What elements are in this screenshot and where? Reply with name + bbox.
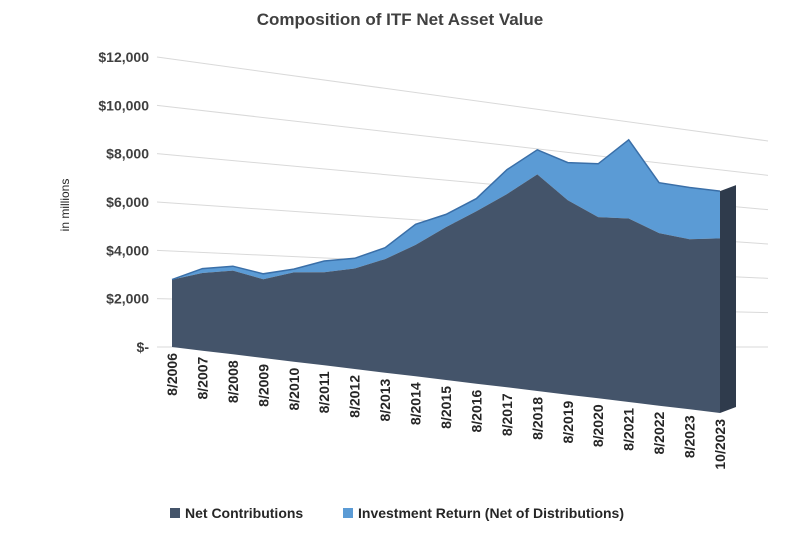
- plot-areas: [171, 138, 736, 413]
- legend: Net Contributions Investment Return (Net…: [170, 505, 624, 521]
- x-axis-ticks: 8/2006 8/2007 8/2008 8/2009 8/2010 8/2011 8/20…: [164, 353, 728, 470]
- x-tick-label: 8/2020: [590, 404, 606, 447]
- x-tick-label: 8/2008: [225, 360, 241, 403]
- y-axis-label: in millions: [58, 179, 72, 232]
- gridline: [156, 56, 769, 142]
- y-tick-label: $6,000: [106, 194, 149, 210]
- legend-label-net-contributions: Net Contributions: [185, 505, 303, 521]
- x-tick-label: 8/2009: [255, 364, 271, 407]
- legend-swatch-investment-return: [343, 508, 353, 518]
- y-tick-label: $8,000: [106, 146, 149, 162]
- area-investment-return: [172, 139, 720, 280]
- x-tick-label: 8/2022: [651, 411, 667, 454]
- x-tick-label: 8/2021: [621, 408, 637, 451]
- y-tick-label: $12,000: [98, 49, 149, 65]
- y-tick-label: $2,000: [106, 291, 149, 307]
- y-tick-label: $4,000: [106, 242, 149, 258]
- area-net-contributions: [172, 174, 720, 413]
- x-tick-label: 8/2018: [529, 397, 545, 440]
- legend-label-investment-return: Investment Return (Net of Distributions): [358, 505, 624, 521]
- x-tick-label: 8/2012: [347, 375, 363, 418]
- legend-swatch-net-contributions: [170, 508, 180, 518]
- x-tick-label: 8/2017: [499, 393, 515, 436]
- chart-title: Composition of ITF Net Asset Value: [257, 10, 544, 29]
- x-tick-label: 10/2023: [712, 419, 728, 470]
- y-tick-label: $-: [137, 339, 150, 355]
- x-tick-label: 8/2011: [316, 371, 332, 413]
- x-tick-label: 8/2016: [468, 389, 484, 432]
- area-side-face: [720, 185, 736, 413]
- x-tick-label: 8/2019: [560, 400, 576, 443]
- x-tick-label: 8/2015: [438, 386, 454, 429]
- x-tick-label: 8/2007: [194, 356, 210, 399]
- gridline: [156, 104, 769, 176]
- x-tick-label: 8/2006: [164, 353, 180, 396]
- area-top-edge: [171, 138, 721, 281]
- x-tick-label: 8/2014: [408, 382, 424, 425]
- x-tick-label: 8/2010: [286, 367, 302, 410]
- x-tick-label: 8/2023: [682, 415, 698, 458]
- x-tick-label: 8/2013: [377, 378, 393, 421]
- y-axis-ticks: $- $2,000 $4,000 $6,000 $8,000 $10,000 $12,000: [98, 49, 149, 355]
- y-tick-label: $10,000: [98, 97, 149, 113]
